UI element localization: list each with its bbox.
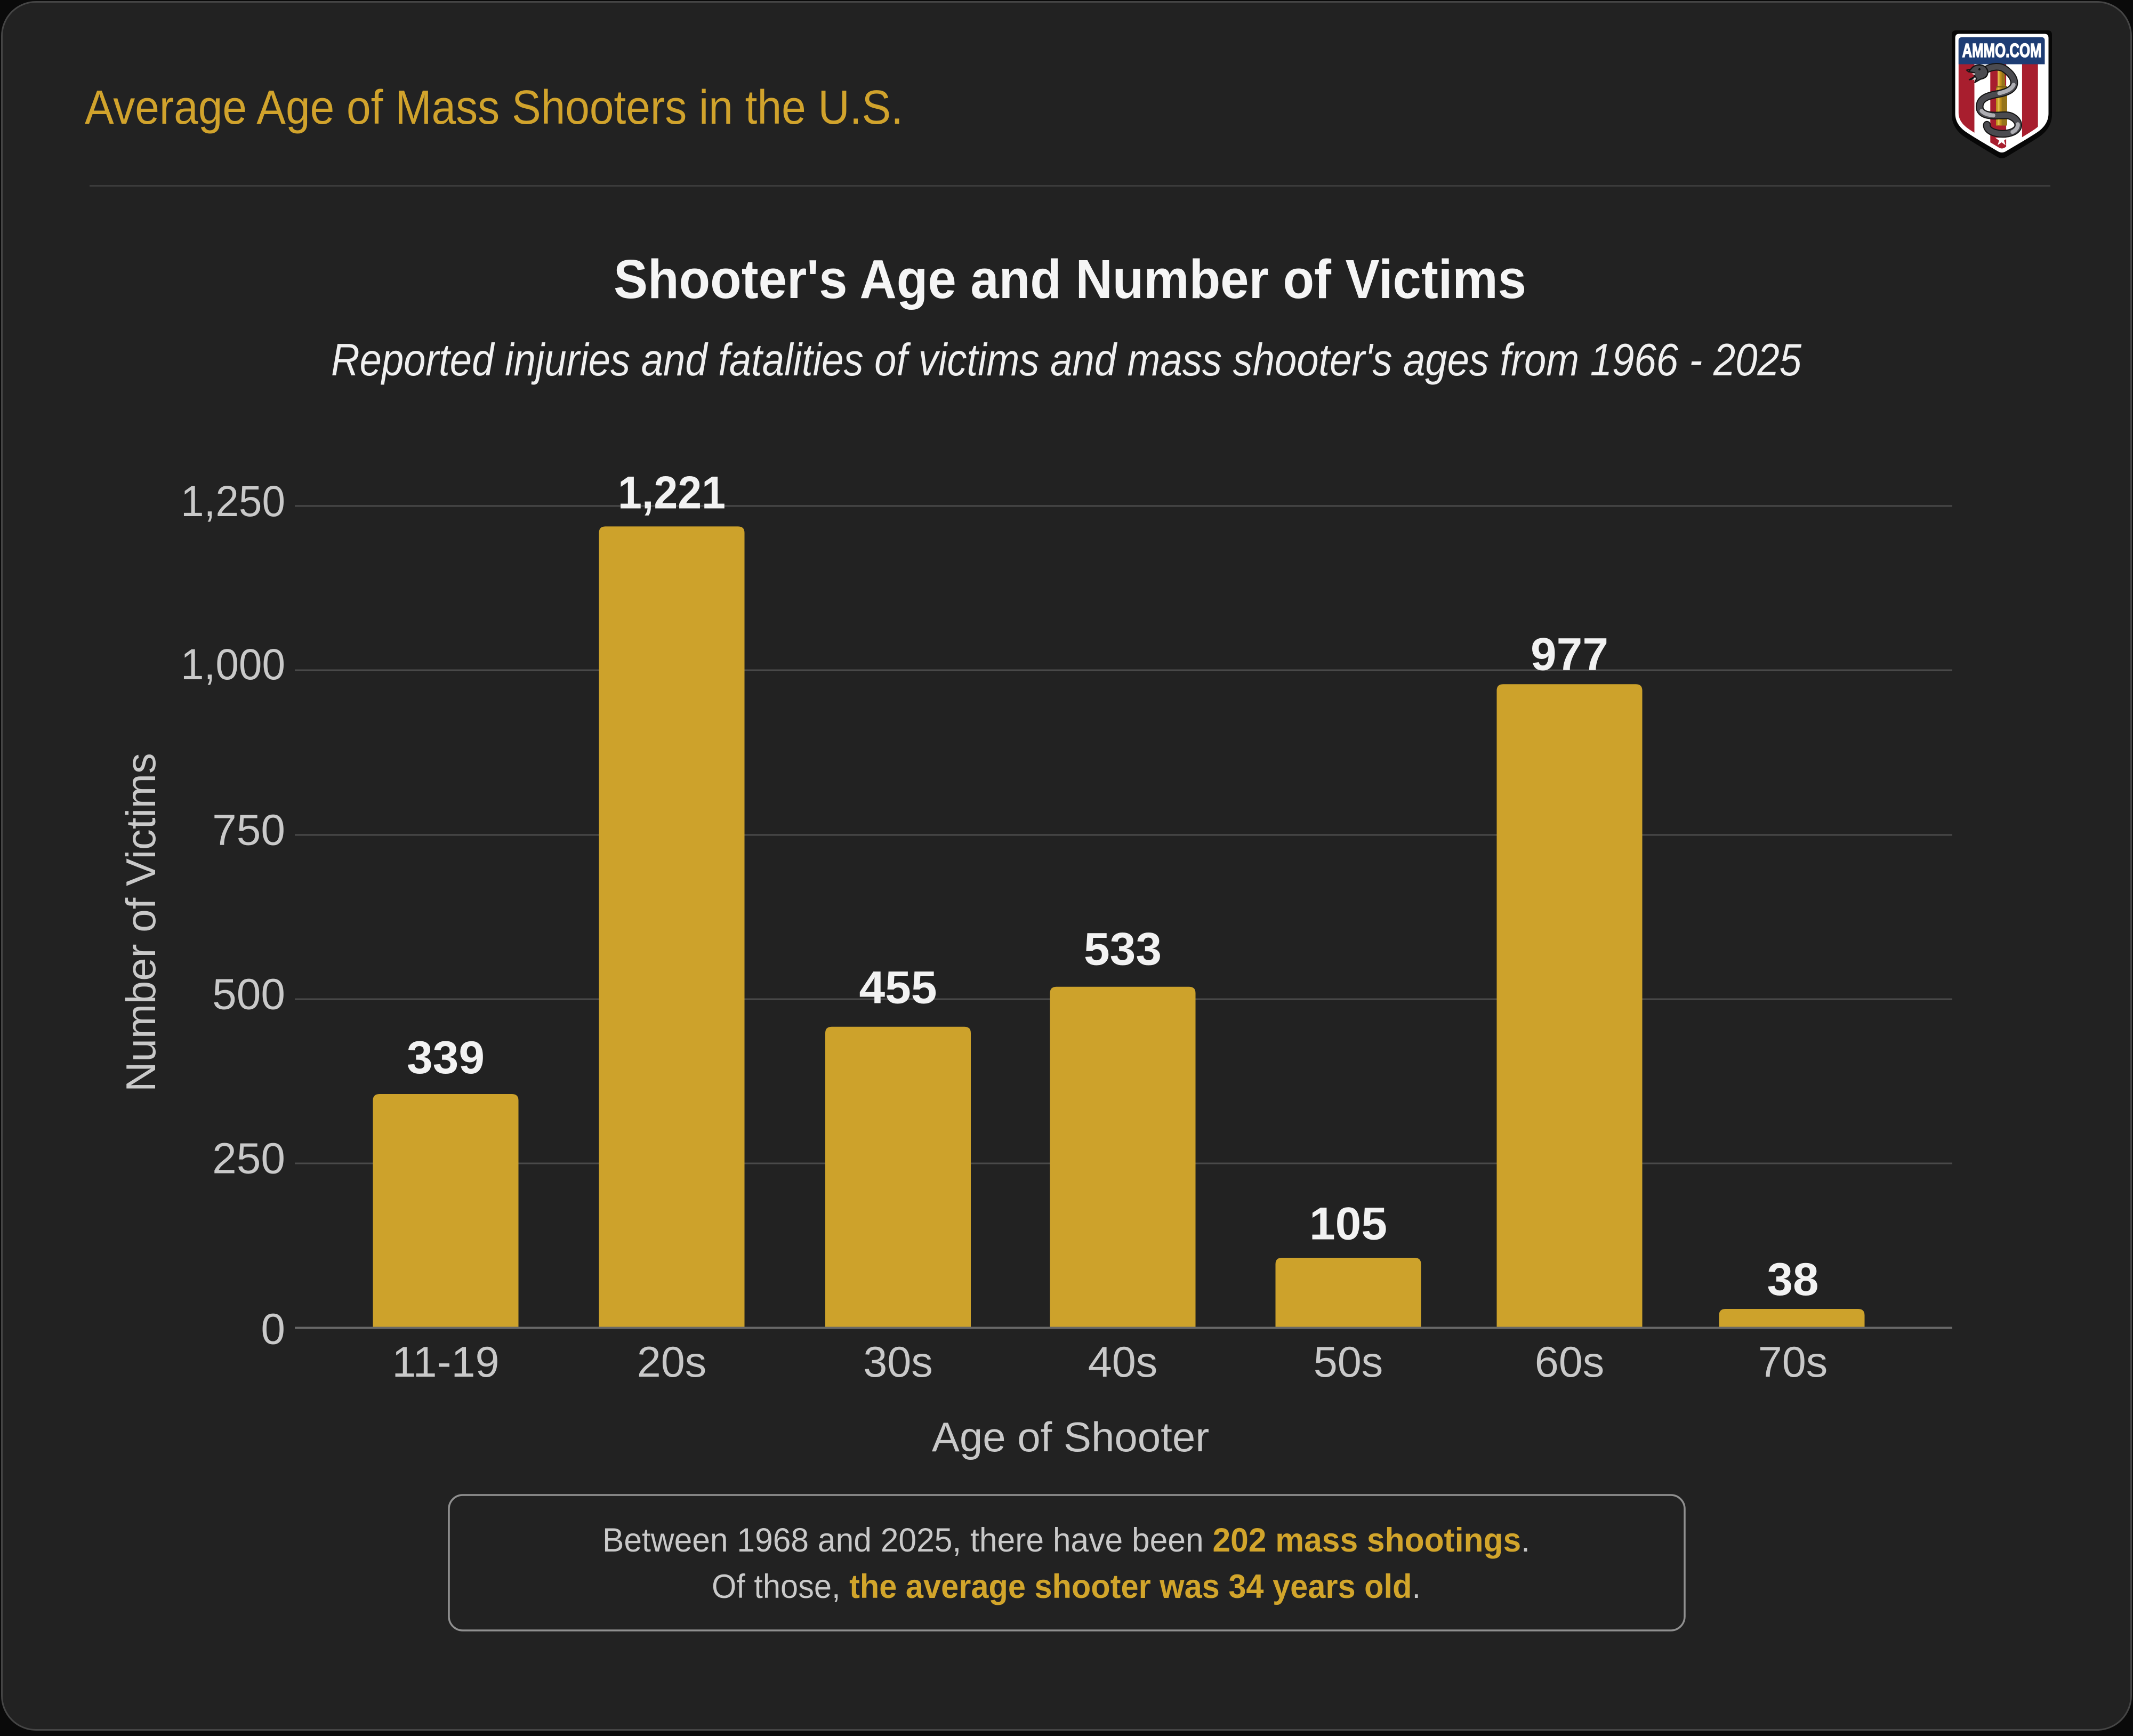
svg-text:38: 38 (1767, 1254, 1819, 1305)
svg-text:50s: 50s (1314, 1338, 1383, 1386)
svg-text:Reported injuries and fataliti: Reported injuries and fatalities of vict… (331, 335, 1802, 385)
svg-text:750: 750 (212, 806, 285, 854)
svg-text:30s: 30s (863, 1338, 933, 1386)
svg-text:Number of Victims: Number of Victims (117, 753, 164, 1092)
svg-text:40s: 40s (1088, 1338, 1158, 1386)
svg-text:533: 533 (1084, 924, 1162, 975)
svg-text:11-19: 11-19 (392, 1338, 499, 1386)
svg-text:1,000: 1,000 (181, 640, 285, 689)
svg-text:0: 0 (261, 1305, 285, 1354)
svg-text:Shooter's Age and Number of Vi: Shooter's Age and Number of Victims (614, 248, 1526, 310)
svg-text:Of those, the average shooter: Of those, the average shooter was 34 yea… (712, 1568, 1421, 1605)
svg-text:1,250: 1,250 (181, 477, 285, 526)
svg-text:Between 1968 and 2025, there h: Between 1968 and 2025, there have been 2… (602, 1522, 1530, 1559)
svg-text:Average Age of Mass Shooters i: Average Age of Mass Shooters in the U.S. (85, 81, 903, 134)
svg-text:60s: 60s (1535, 1338, 1605, 1386)
svg-text:70s: 70s (1758, 1338, 1828, 1386)
svg-text:339: 339 (407, 1032, 485, 1083)
svg-text:500: 500 (212, 970, 285, 1018)
svg-text:250: 250 (212, 1134, 285, 1183)
svg-text:977: 977 (1531, 629, 1608, 680)
svg-text:105: 105 (1309, 1199, 1387, 1250)
svg-text:1,221: 1,221 (618, 467, 726, 518)
svg-text:20s: 20s (637, 1338, 707, 1386)
svg-text:Age of Shooter: Age of Shooter (932, 1413, 1209, 1460)
svg-text:455: 455 (859, 962, 937, 1013)
svg-text:AMMO.COM: AMMO.COM (1962, 39, 2042, 61)
